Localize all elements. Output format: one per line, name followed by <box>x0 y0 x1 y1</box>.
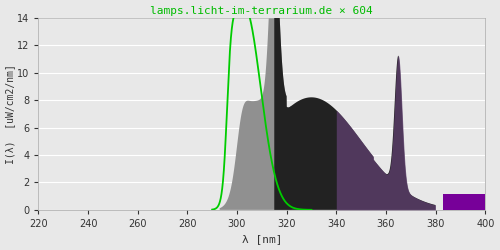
Y-axis label: I(λ)  [uW/cm2/nm]: I(λ) [uW/cm2/nm] <box>6 64 16 164</box>
X-axis label: λ [nm]: λ [nm] <box>242 234 282 244</box>
Title: lamps.licht-im-terrarium.de × 604: lamps.licht-im-terrarium.de × 604 <box>150 6 373 16</box>
